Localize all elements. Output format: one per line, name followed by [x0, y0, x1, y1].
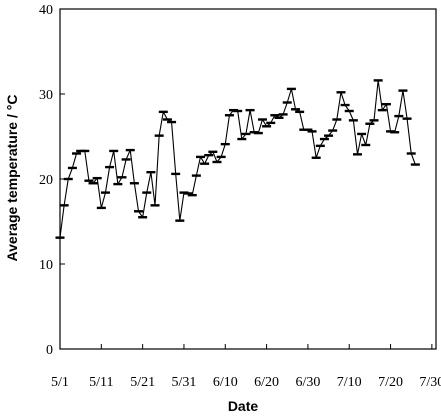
x-tick-label: 6/20	[254, 375, 279, 390]
y-tick-label: 40	[39, 3, 53, 18]
x-tick-label: 7/10	[337, 375, 362, 390]
x-tick-label: 6/30	[295, 375, 320, 390]
x-tick-label: 7/30	[419, 375, 441, 390]
series-line	[59, 79, 416, 238]
y-axis-title: Average temperature / °C	[4, 95, 20, 262]
y-tick-label: 0	[46, 343, 53, 358]
y-tick-label: 10	[39, 258, 53, 273]
x-tick-label: 6/10	[213, 375, 238, 390]
y-tick-label: 30	[39, 88, 53, 103]
x-tick-label: 7/20	[378, 375, 403, 390]
y-tick-label: 20	[39, 173, 53, 188]
plot-frame	[59, 8, 437, 350]
x-tick-label: 5/11	[89, 375, 113, 390]
x-tick-label: 5/1	[51, 375, 69, 390]
x-axis-title: Date	[228, 398, 259, 414]
x-tick-label: 5/21	[130, 375, 155, 390]
x-tick-label: 5/31	[172, 375, 197, 390]
